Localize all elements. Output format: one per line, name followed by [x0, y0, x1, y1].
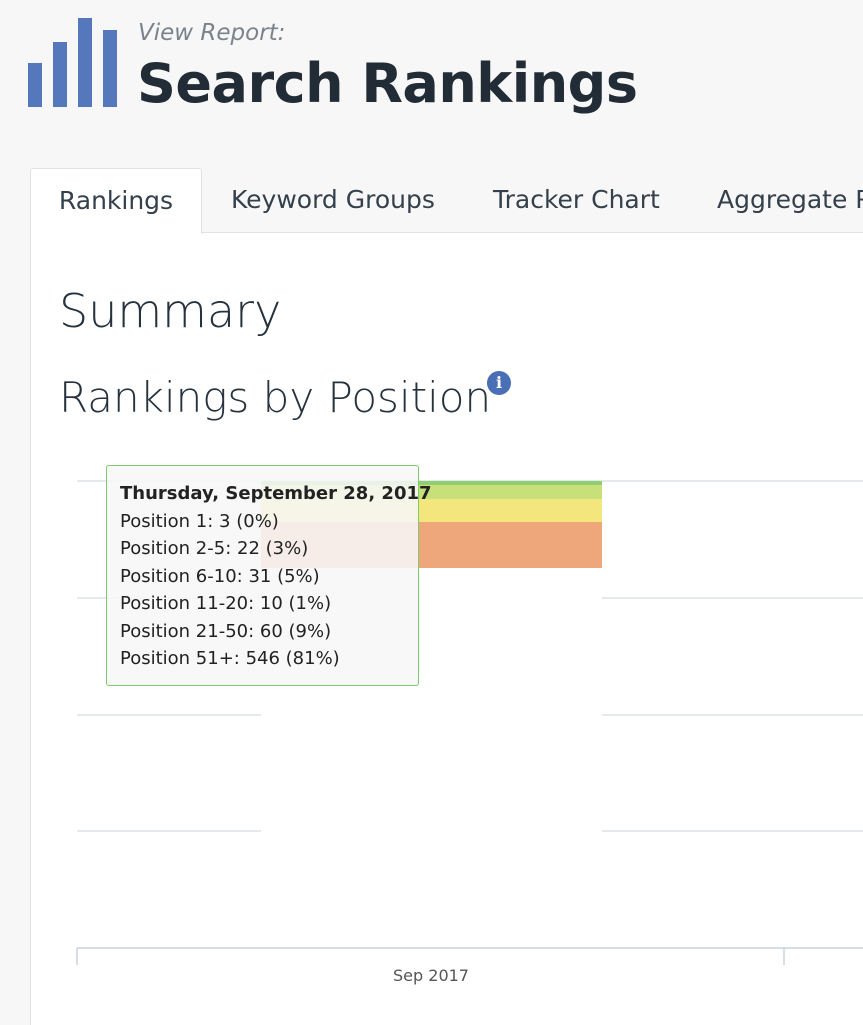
x-tick-label: Sep 2017 — [393, 966, 469, 985]
eyebrow: View Report: — [138, 20, 286, 46]
tab[interactable]: Tracker Chart — [493, 185, 660, 214]
tooltip-line: Position 2-5: 22 (3%) — [120, 538, 309, 559]
tooltip-title: Thursday, September 28, 2017 — [120, 483, 432, 504]
section-title: Summary — [59, 284, 282, 338]
tab[interactable]: Aggregate R — [717, 185, 863, 214]
tab[interactable]: Keyword Groups — [231, 185, 435, 214]
info-icon[interactable]: i — [487, 371, 511, 395]
chart-title: Rankings by Position — [59, 373, 492, 422]
page-title: Search Rankings — [137, 52, 638, 115]
logo — [28, 18, 117, 107]
tab[interactable]: Rankings — [30, 168, 202, 234]
tooltip-line: Position 1: 3 (0%) — [120, 510, 279, 532]
tooltip-line: Position 51+: 546 (81%) — [120, 648, 340, 669]
tooltip-line: Position 6-10: 31 (5%) — [120, 565, 320, 587]
tooltip-line: Position 21-50: 60 (9%) — [120, 620, 332, 642]
tooltip: Thursday, September 28, 2017 Position 1:… — [106, 465, 432, 686]
bar-segment — [261, 481, 602, 485]
tooltip-line: Position 11-20: 10 (1%) — [120, 593, 332, 614]
